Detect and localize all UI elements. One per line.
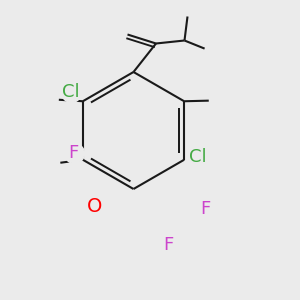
Text: F: F bbox=[163, 236, 173, 253]
Text: F: F bbox=[68, 144, 79, 162]
Text: O: O bbox=[87, 197, 102, 217]
Text: Cl: Cl bbox=[62, 82, 79, 100]
Text: F: F bbox=[200, 200, 211, 217]
Text: Cl: Cl bbox=[189, 148, 207, 166]
